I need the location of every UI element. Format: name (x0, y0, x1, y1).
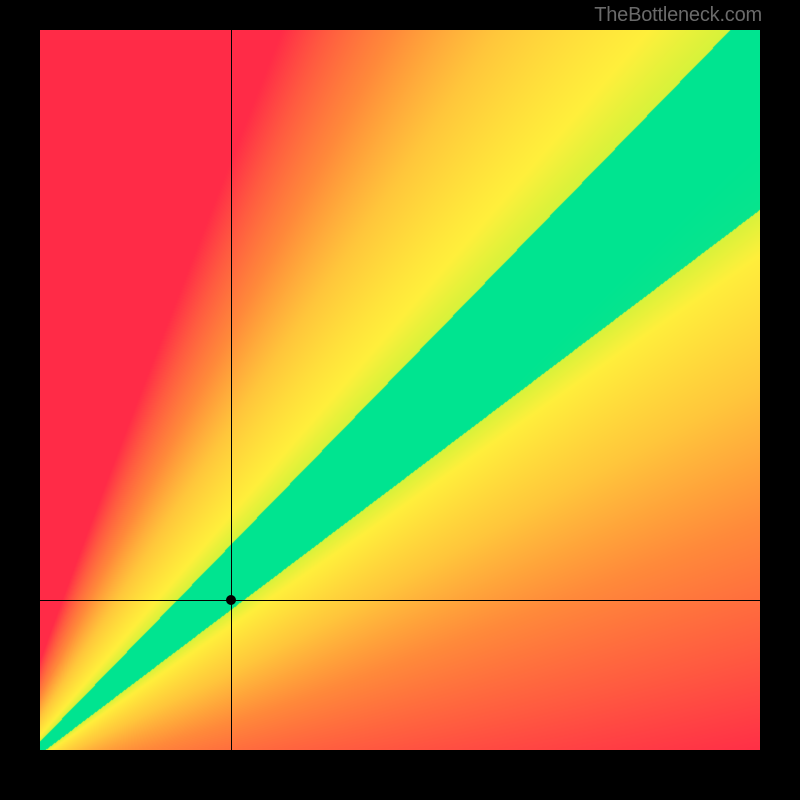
crosshair-vertical (231, 30, 232, 750)
crosshair-horizontal (40, 600, 760, 601)
watermark-text: TheBottleneck.com (594, 4, 762, 27)
crosshair-marker (226, 595, 236, 605)
heatmap-canvas (40, 30, 760, 750)
heatmap-plot (40, 30, 760, 750)
